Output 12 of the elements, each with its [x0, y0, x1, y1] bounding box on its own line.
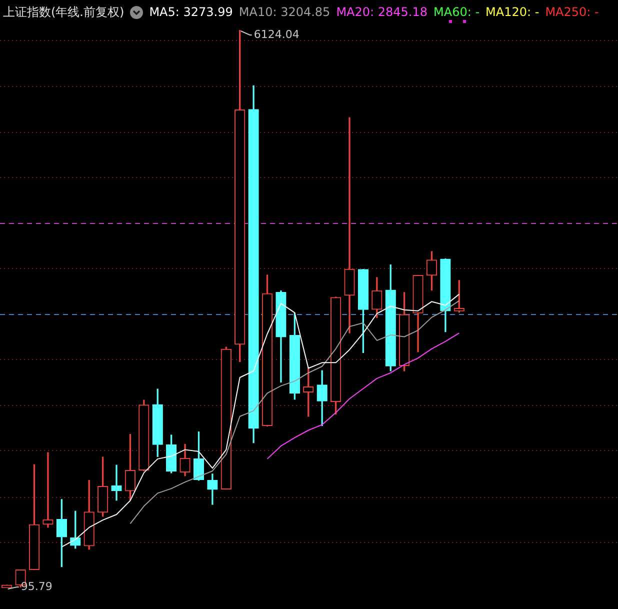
legend-label: MA250: -	[545, 5, 599, 19]
candlestick	[111, 464, 122, 501]
annotation: 95.79	[20, 580, 52, 593]
chart-title: 上证指数(年线.前复权)	[3, 4, 124, 20]
text: MA20: 2845.18	[336, 5, 428, 19]
candlestick	[344, 117, 355, 334]
text: MA10: 3204.85	[238, 5, 330, 19]
legend-label: MA120: -	[486, 5, 540, 19]
candlestick	[42, 452, 54, 528]
legend-label: MA60: -	[434, 5, 480, 19]
annotation: 6124.04	[254, 28, 300, 41]
text: MA5: 3273.99	[149, 5, 233, 19]
